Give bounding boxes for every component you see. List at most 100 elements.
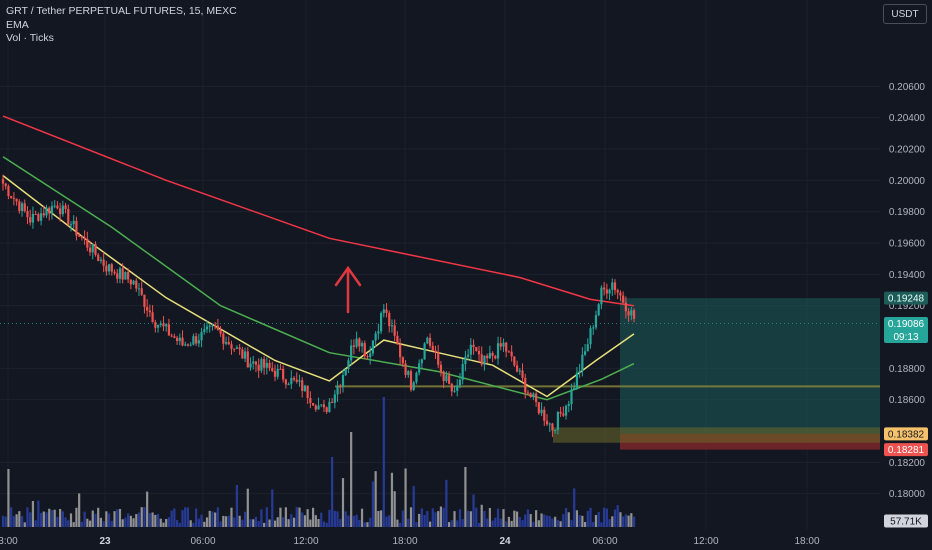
volume-bar <box>200 514 203 527</box>
volume-bar <box>624 514 627 527</box>
candle-body <box>379 313 383 332</box>
candle-body <box>140 288 143 295</box>
volume-bar <box>279 507 282 527</box>
candle-body <box>396 335 399 345</box>
candle-body <box>15 198 18 202</box>
volume-bar <box>390 472 394 527</box>
candle-body <box>170 335 173 337</box>
volume-bar <box>243 511 247 527</box>
candle-body <box>594 315 598 328</box>
volume-bar <box>94 513 97 527</box>
candle-body <box>358 338 361 347</box>
volume-bar <box>347 515 350 527</box>
candle-body <box>61 205 64 215</box>
volume-bar <box>132 518 135 527</box>
y-tick-label: 0.18800 <box>889 364 926 375</box>
volume-bar <box>116 509 119 527</box>
candle-body <box>146 306 149 311</box>
volume-bar <box>39 512 43 527</box>
annotations <box>334 265 362 314</box>
candle-body <box>431 345 434 351</box>
volume-bar <box>50 510 54 527</box>
price-axis[interactable]: 0.20600 0.20400 0.20200 0.20000 0.19800 0.196… <box>880 0 932 550</box>
volume-bar <box>363 522 366 527</box>
candle-body <box>477 350 481 355</box>
volume-bar <box>216 507 219 527</box>
volume-bar <box>597 512 600 527</box>
candle-body <box>238 347 241 350</box>
volume-bar <box>241 519 244 527</box>
volume-bar <box>469 511 472 527</box>
position-zones[interactable] <box>0 298 880 450</box>
candle-body <box>592 327 595 329</box>
candle-body <box>624 302 627 312</box>
indicator-ema-label: EMA <box>6 19 29 31</box>
volume-bar <box>26 507 29 527</box>
volume-bar <box>214 512 217 527</box>
volume-bar <box>170 510 173 527</box>
candle-body <box>494 355 497 359</box>
volume-bar <box>554 516 557 527</box>
candle-body <box>192 336 195 345</box>
time-axis[interactable]: 3:00 23 06:00 12:00 18:00 24 06:00 12:00 18:00 <box>0 530 932 550</box>
candle-body <box>135 280 138 289</box>
volume-bar <box>224 516 228 527</box>
candle-body <box>23 203 26 212</box>
candle-body <box>292 377 296 380</box>
candle-body <box>515 365 519 372</box>
volume-bar <box>12 516 15 527</box>
volume-bar <box>333 510 336 527</box>
candle-body <box>309 398 312 404</box>
volume-bar <box>186 507 190 527</box>
upper-price-label-bg <box>884 291 928 305</box>
candle-body <box>224 342 228 344</box>
candle-body <box>211 325 214 327</box>
volume-bar <box>472 494 475 527</box>
volume-bar <box>583 521 587 527</box>
candle-body <box>505 342 508 352</box>
candle-body <box>53 205 56 207</box>
candle-body <box>407 371 410 375</box>
candle-body <box>143 294 146 307</box>
volume-bar <box>570 520 573 527</box>
candle-body <box>627 311 630 316</box>
stop-price-label-bg <box>884 443 928 457</box>
volume-bar <box>129 515 132 527</box>
candle-body <box>271 368 274 371</box>
candle-body <box>102 259 105 266</box>
volume-bar <box>331 457 334 527</box>
volume-bar <box>453 511 456 527</box>
volume-bar <box>369 517 372 527</box>
volume-bar <box>581 515 584 527</box>
candle-body <box>336 386 339 395</box>
volume-bar <box>562 514 565 527</box>
candle-body <box>434 350 437 353</box>
candle-body <box>75 220 78 236</box>
candle-body <box>339 386 342 388</box>
volume-bar <box>518 516 521 527</box>
x-tick-label: 12:00 <box>293 536 318 547</box>
candle-body <box>107 264 111 272</box>
candle-body <box>475 347 478 351</box>
candle-body <box>369 353 372 358</box>
x-tick-label: 3:00 <box>0 536 18 547</box>
volume-bar <box>341 478 345 527</box>
candle-body <box>608 289 611 294</box>
candle-body <box>154 322 157 328</box>
candle-body <box>295 379 298 382</box>
volume-bar <box>165 518 168 527</box>
volume-bar <box>540 513 543 527</box>
currency-button[interactable]: USDT <box>883 4 927 24</box>
candle-body <box>399 344 402 358</box>
y-tick-label: 0.19400 <box>889 270 926 281</box>
volume-bar <box>439 506 443 527</box>
candle-body <box>184 344 187 346</box>
candle-body <box>486 355 489 359</box>
volume-bar <box>510 520 513 527</box>
candle-body <box>423 343 426 360</box>
volume-bar <box>627 515 630 527</box>
volume-bar <box>529 514 532 527</box>
volume-bar <box>605 508 608 527</box>
volume-bar <box>107 513 111 527</box>
